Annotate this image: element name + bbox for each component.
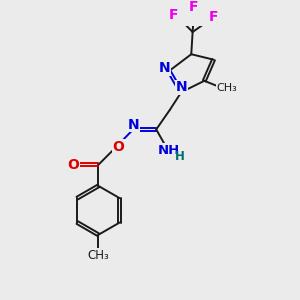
Text: CH₃: CH₃: [217, 83, 237, 93]
Text: O: O: [112, 140, 124, 154]
Text: O: O: [68, 158, 80, 172]
Text: F: F: [169, 8, 178, 22]
Text: H: H: [175, 150, 185, 163]
Text: NH: NH: [158, 144, 180, 157]
Text: CH₃: CH₃: [88, 249, 109, 262]
Text: F: F: [209, 10, 219, 24]
Text: N: N: [176, 80, 187, 94]
Text: N: N: [128, 118, 139, 131]
Text: F: F: [189, 0, 199, 14]
Text: N: N: [158, 61, 170, 75]
